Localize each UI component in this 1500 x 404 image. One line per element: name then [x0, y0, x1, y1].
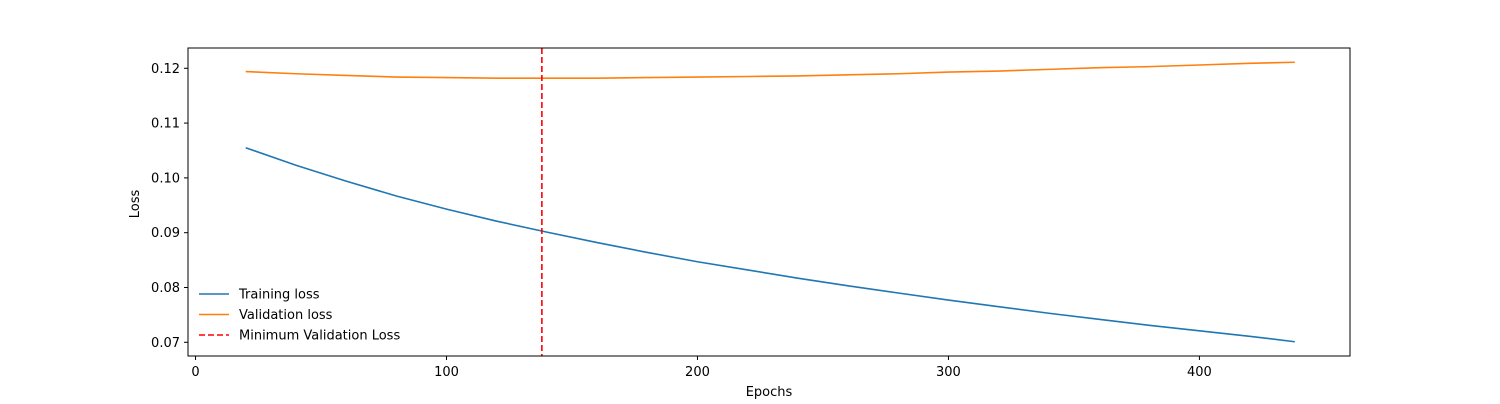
x-tick-label: 400 — [1187, 365, 1212, 380]
x-axis: 0 100 200 300 400 — [191, 356, 1212, 380]
series-line-validation-loss — [245, 61, 1295, 79]
y-axis-label: Loss — [128, 190, 143, 219]
legend-label-training-loss: Training loss — [238, 288, 320, 303]
y-tick-label: 0.10 — [151, 171, 180, 186]
x-tick-label: 0 — [191, 365, 199, 380]
plot-lines — [245, 48, 1295, 356]
y-tick-label: 0.07 — [151, 336, 180, 351]
y-axis: 0.07 0.08 0.09 0.10 0.11 0.12 — [151, 62, 188, 351]
x-tick-label: 200 — [685, 365, 710, 380]
x-tick-label: 100 — [434, 365, 459, 380]
legend-label-validation-loss: Validation loss — [239, 308, 333, 323]
y-tick-label: 0.12 — [151, 62, 180, 77]
series-line-training-loss — [245, 146, 1295, 343]
y-tick-label: 0.11 — [151, 117, 180, 132]
legend: Training loss Validation loss Minimum Vali… — [199, 288, 400, 344]
y-tick-label: 0.08 — [151, 281, 180, 296]
x-tick-label: 300 — [936, 365, 961, 380]
y-tick-label: 0.09 — [151, 226, 180, 241]
legend-label-minimum-validation-loss: Minimum Validation Loss — [239, 329, 400, 344]
plot-frame — [187, 47, 1351, 357]
x-axis-label: Epochs — [746, 385, 793, 400]
